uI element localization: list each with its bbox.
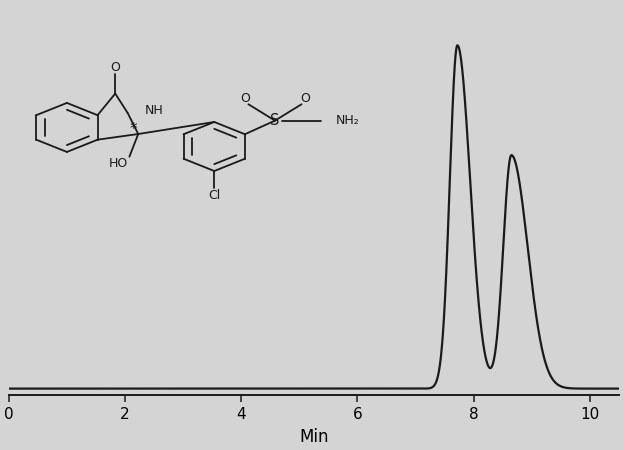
Text: S: S (270, 113, 280, 128)
Text: HO: HO (109, 157, 128, 170)
Text: Cl: Cl (208, 189, 221, 202)
Text: NH: NH (145, 104, 163, 117)
Text: NH₂: NH₂ (336, 114, 360, 127)
Text: O: O (300, 91, 310, 104)
Text: O: O (110, 61, 120, 74)
Text: *: * (130, 122, 137, 137)
Text: O: O (240, 91, 250, 104)
X-axis label: Min: Min (299, 428, 329, 446)
